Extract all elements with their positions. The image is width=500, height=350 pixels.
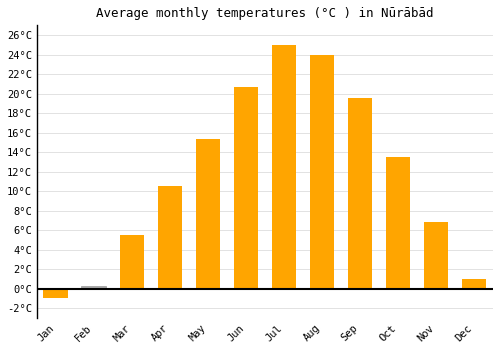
Bar <box>272 45 296 289</box>
Bar <box>424 222 448 289</box>
Bar <box>462 279 486 289</box>
Bar <box>158 186 182 289</box>
Bar <box>386 157 410 289</box>
Title: Average monthly temperatures (°C ) in Nūrābād: Average monthly temperatures (°C ) in Nū… <box>96 7 434 20</box>
Bar <box>120 235 144 289</box>
Bar <box>196 139 220 289</box>
Bar <box>310 55 334 289</box>
Bar <box>348 98 372 289</box>
Bar <box>44 289 68 298</box>
Bar <box>234 87 258 289</box>
Bar <box>82 286 106 289</box>
